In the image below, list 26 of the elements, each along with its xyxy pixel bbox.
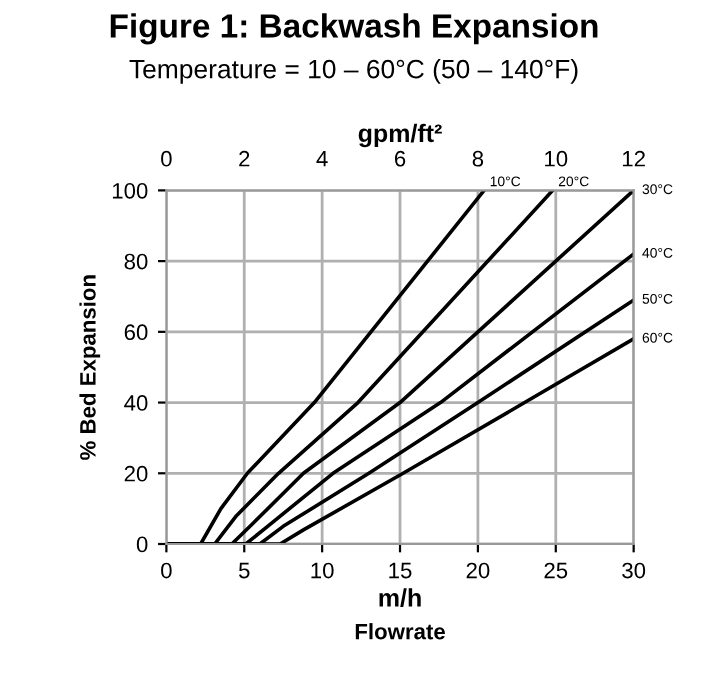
y-tick-label: 80 — [124, 253, 148, 270]
x2-axis-title: gpm/ft² — [358, 123, 442, 148]
x-tick-label: 20 — [466, 562, 490, 579]
x2-tick-label: 8 — [472, 150, 484, 167]
x-tick-label: 25 — [544, 562, 568, 579]
x-tick-label: 10 — [311, 562, 334, 579]
y-tick-label: 100 — [112, 182, 148, 199]
y-tick-label: 0 — [136, 536, 148, 553]
x2-tick-label: 0 — [161, 150, 172, 167]
x2-tick-label: 4 — [316, 151, 328, 167]
y-tick-label: 20 — [124, 465, 148, 482]
y-tick-label: 60 — [124, 324, 148, 341]
x2-tick-label: 2 — [239, 150, 250, 167]
y-axis-title: % Bed Expansion — [79, 275, 101, 460]
x2-tick-label: 10 — [545, 150, 568, 167]
x-tick-label: 0 — [161, 562, 172, 579]
x-tick-label: 30 — [622, 562, 646, 579]
x2-tick-label: 12 — [623, 150, 645, 167]
x-axis-title: m/h — [379, 588, 421, 607]
y-tick-label: 40 — [124, 395, 148, 411]
chart-subtitle: Temperature = 10 – 60°C (50 – 140°F) — [129, 59, 578, 84]
chart-title: Figure 1: Backwash Expansion — [110, 13, 598, 45]
text: Flowrate — [355, 623, 445, 640]
x2-tick-label: 6 — [394, 150, 406, 167]
x-tick-label: 15 — [389, 562, 412, 579]
x-tick-label: 5 — [238, 562, 250, 579]
